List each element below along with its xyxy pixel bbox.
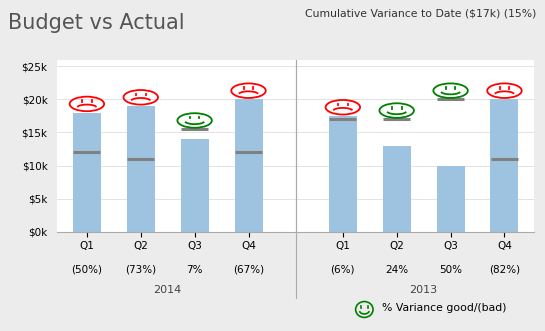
Bar [383, 146, 411, 232]
Bar [127, 106, 155, 232]
Text: % Variance good/(bad): % Variance good/(bad) [383, 303, 507, 313]
Bar [180, 139, 209, 232]
Bar [329, 116, 357, 232]
Bar [73, 113, 101, 232]
Text: 2013: 2013 [410, 285, 438, 295]
Text: 2014: 2014 [154, 285, 182, 295]
Bar [490, 99, 518, 232]
Bar [437, 166, 464, 232]
Text: Cumulative Variance to Date ($17k) (15%): Cumulative Variance to Date ($17k) (15%) [305, 8, 537, 18]
Bar [234, 99, 263, 232]
Text: Budget vs Actual: Budget vs Actual [8, 13, 185, 33]
